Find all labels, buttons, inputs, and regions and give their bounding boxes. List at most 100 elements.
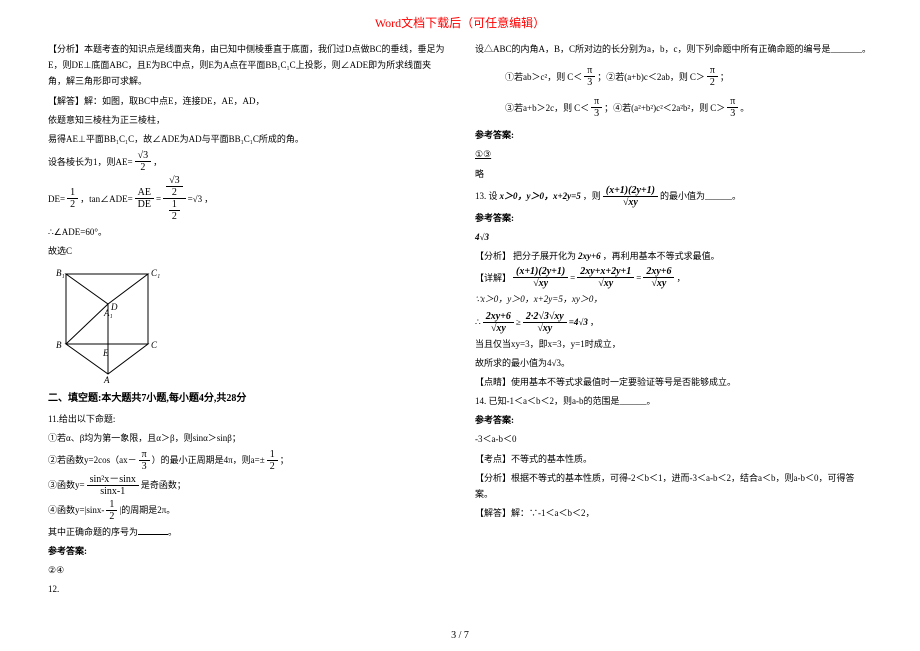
o2n: π	[707, 65, 718, 77]
q11-2b-frac: 1 2	[267, 449, 278, 472]
q13n: (x+1)(2y+1)	[603, 185, 658, 197]
q114n: 1	[106, 499, 117, 511]
the: ，	[590, 314, 599, 330]
analysis-text: 本题考查的知识点是线面夹角，由已知中侧棱垂直于底面，我们过D点做BC的垂线，垂足…	[48, 44, 445, 86]
dl: 【详解】	[475, 270, 511, 286]
solve-line3: 易得AE⊥平面BB₁C₁C，故∠ADE为AD与平面BB₁C₁C所成的角。	[48, 131, 445, 147]
lbl-b: B	[56, 340, 62, 350]
lbl-b1: B₁	[56, 268, 65, 278]
q112bd: 2	[267, 461, 278, 472]
mid-frac: √3 2 1 2	[163, 175, 186, 222]
q13p: 的最小值为______。	[660, 188, 741, 204]
ae-frac: √3 2	[135, 150, 152, 173]
q11-3-pre: ③函数y=	[48, 477, 85, 493]
df2: 2xy+x+2y+1 √xy	[577, 266, 634, 289]
q13d: √xy	[620, 197, 641, 208]
df2n: 2xy+x+2y+1	[577, 266, 634, 278]
o3f: π 3	[591, 96, 602, 119]
prism-figure: B₁ C₁ A₁ D B E C A	[48, 266, 445, 384]
o1p: ①若ab＞c²，则	[505, 69, 565, 85]
detail-line: 【详解】 (x+1)(2y+1) √xy = 2xy+x+2y+1 √xy = …	[475, 266, 872, 289]
ae-den: 2	[137, 162, 148, 173]
q12-blank: _______。	[831, 44, 872, 54]
q12-opts-34: ③若a+b＞2c，则 C＜ π 3 ；④若(a²+b²)c²＜2a²b²，则 C…	[505, 96, 872, 119]
lbl-d: D	[110, 302, 118, 312]
angle-result: ∴∠ADE=60°。	[48, 224, 445, 240]
inner-frac2: 1 2	[169, 199, 180, 222]
o3n: π	[591, 96, 602, 108]
section2-title: 二、填空题:本大题共7小题,每小题4分,共28分	[48, 390, 445, 408]
analysis-label: 【分析】	[48, 44, 84, 54]
q11-3-post: 是奇函数；	[141, 477, 186, 493]
o2e: ；	[720, 69, 729, 85]
thr: =4√3	[569, 314, 588, 330]
q13frac: (x+1)(2y+1) √xy	[603, 185, 658, 208]
q11-3-frac: sin²x－sinx sinx-1	[87, 474, 139, 497]
o1c: C＜	[567, 69, 582, 85]
o1f: π 3	[584, 65, 595, 88]
therefore-line: ∴ 2xy+6 √xy ≥ 2·2√3√xy √xy =4√3 ，	[475, 311, 872, 334]
an2l: 【分析】	[475, 248, 511, 264]
q13pre: 13. 设	[475, 188, 498, 204]
q12-text: 设△ABC的内角A，B，C所对边的长分别为a，b，c，则下列命题中所有正确命题的…	[475, 41, 872, 57]
o3c: C＜	[574, 100, 589, 116]
q11-4-frac: 1 2	[106, 499, 117, 522]
o1d: 3	[584, 77, 595, 88]
o2d: 2	[707, 77, 718, 88]
q12-t: 设△ABC的内角A，B，C所对边的长分别为a，b，c，则下列命题中所有正确命题的…	[475, 44, 831, 54]
thf1: 2xy+6 √xy	[483, 311, 514, 334]
ans12: ①③	[475, 146, 872, 162]
blank1	[138, 534, 168, 535]
tip: 【点睛】使用基本不等式求最值时一定要验证等号是否能够成立。	[475, 374, 872, 390]
solve-label: 【解答】	[48, 96, 84, 106]
an2e: 2xy+6	[578, 248, 601, 264]
thf2d: √xy	[534, 323, 555, 334]
de-den: 2	[67, 199, 78, 210]
test: 【考点】不等式的基本性质。	[475, 451, 872, 467]
df1n: (x+1)(2y+1)	[513, 266, 568, 278]
tipt: 使用基本不等式求最值时一定要验证等号是否能够成立。	[511, 377, 736, 387]
o1n: π	[584, 65, 595, 77]
choose-c: 故选C	[48, 243, 445, 259]
q13: 13. 设 x＞0，y＞0，x+2y=5 ，则 (x+1)(2y+1) √xy …	[475, 185, 872, 208]
aede-num: AE	[135, 187, 154, 199]
lbl-e: E	[102, 348, 109, 358]
o4p: ；④若(a²+b²)c²＜2a²b²，则	[604, 100, 708, 116]
ans-label3: 参考答案:	[475, 210, 872, 226]
o2f: π 2	[707, 65, 718, 88]
q11-5-text: 其中正确命题的序号为	[48, 527, 138, 537]
q11-4-post: |的周期是2π。	[119, 502, 175, 518]
page-footer: 3 / 7	[0, 630, 920, 641]
thf1d: √xy	[488, 323, 509, 334]
o2p: ；②若(a+b)c＜2ab，则	[597, 69, 688, 85]
lbl-c: C	[151, 340, 158, 350]
ans14: -3＜a-b＜0	[475, 431, 872, 447]
testt: 不等式的基本性质。	[511, 454, 592, 464]
o4d: 3	[727, 108, 738, 119]
df2d: √xy	[595, 278, 616, 289]
an3l: 【分析】	[475, 473, 511, 483]
mid-compound: √3 2	[163, 175, 186, 199]
ans-label4: 参考答案:	[475, 412, 872, 428]
in4: 2	[169, 211, 180, 222]
ans-label1: 参考答案:	[48, 543, 445, 559]
analysis-block: 【分析】本题考查的知识点是线面夹角，由已知中侧棱垂直于底面，我们过D点做BC的垂…	[48, 41, 445, 90]
equal-cond: 当且仅当xy=3，即x=3，y=1时成立，	[475, 336, 872, 352]
de3: ，	[676, 270, 685, 286]
o4f: π 3	[727, 96, 738, 119]
cond: ∵x＞0，y＞0，x+2y=5，xy＞0，	[475, 291, 872, 307]
q11-4-pre: ④函数y=|sinx-	[48, 502, 104, 518]
comma2: ，	[204, 191, 213, 207]
aede-den: DE	[135, 199, 154, 210]
an3t: 根据不等式的基本性质，可得-2＜b＜1，进而-3＜a-b＜2，结合a＜b，则a-…	[475, 473, 855, 499]
df3d: √xy	[648, 278, 669, 289]
q11-2-post: ）的最小正周期是4π，则a=±	[152, 452, 265, 468]
q11-2-pre: ②若函数y=2cos（ax－	[48, 452, 137, 468]
s2t: 解：∵-1＜a＜b＜2，	[511, 508, 595, 518]
tipl: 【点睛】	[475, 377, 511, 387]
ae-de-frac: AE DE	[135, 187, 154, 210]
q11: 11.给出以下命题:	[48, 411, 445, 427]
df3: 2xy+6 √xy	[643, 266, 674, 289]
thf1n: 2xy+6	[483, 311, 514, 323]
de1: =	[570, 270, 575, 286]
